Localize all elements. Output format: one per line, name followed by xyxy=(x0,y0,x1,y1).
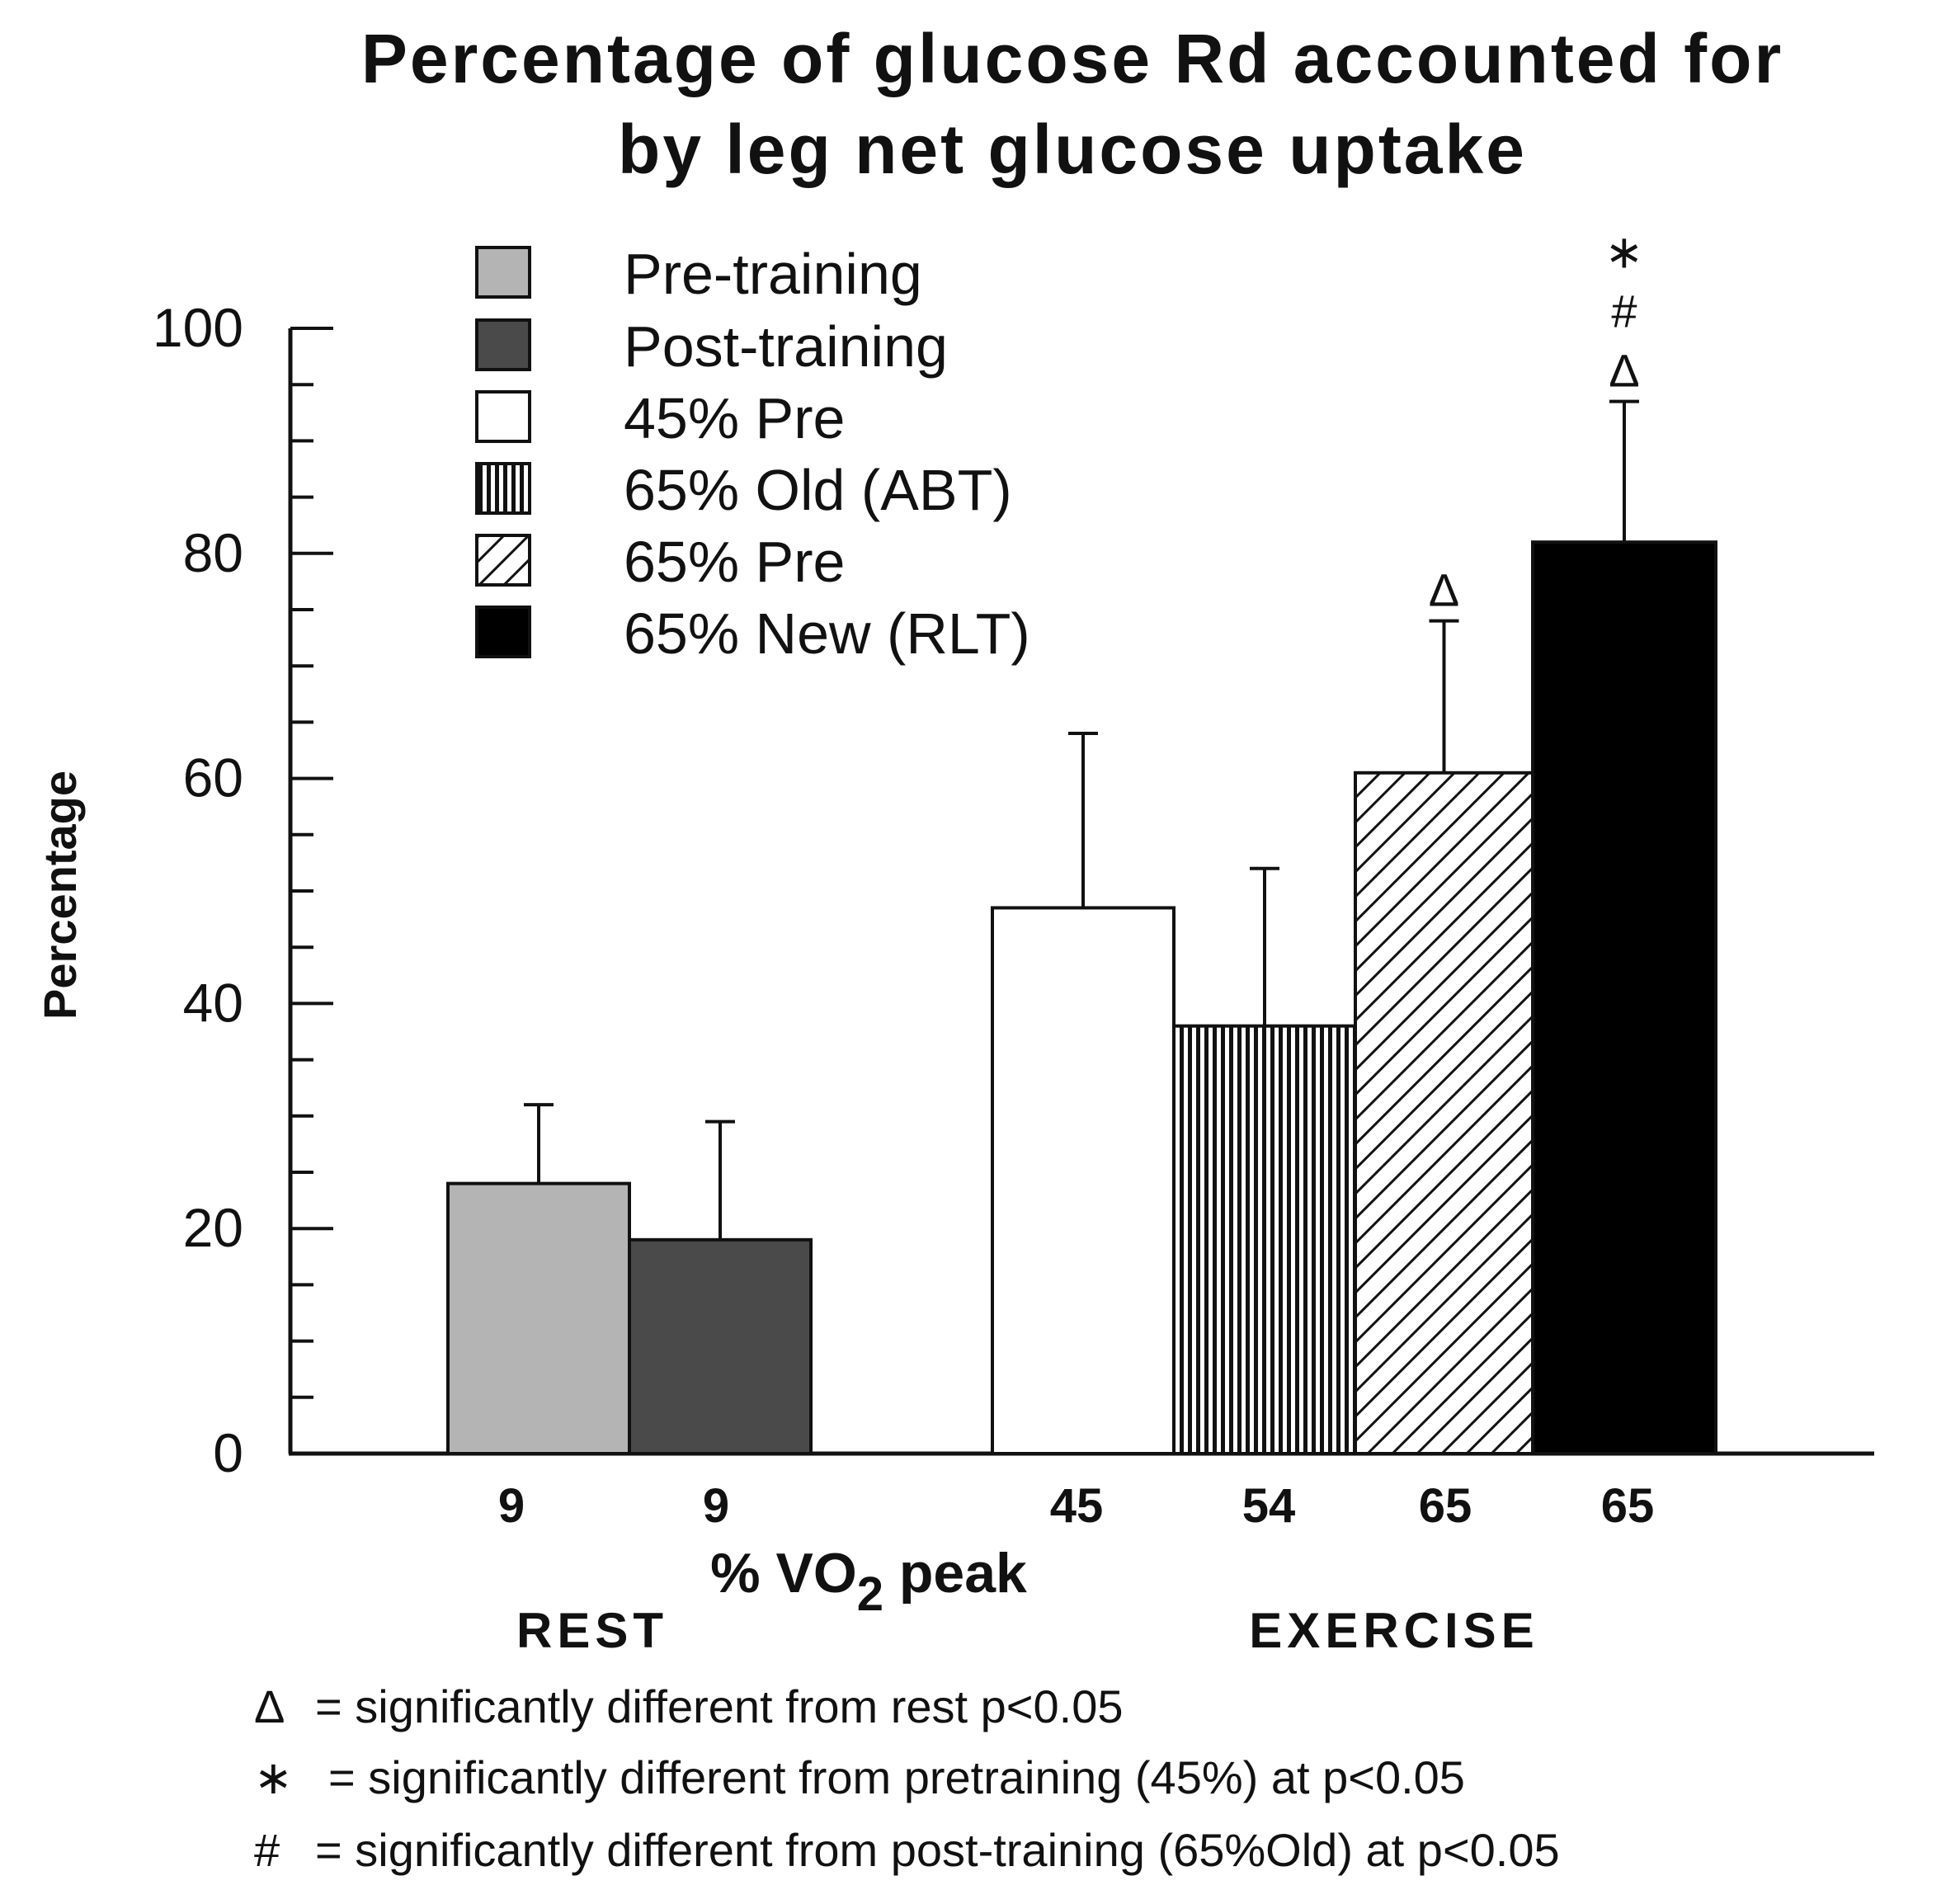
significance-marker: Δ xyxy=(1609,345,1639,397)
chart-title-line-1: Percentage of glucose Rd accounted for xyxy=(361,20,1783,97)
group-label-exercise: EXERCISE xyxy=(1249,1603,1538,1658)
legend-label: 65% Old (ABT) xyxy=(624,458,1012,522)
x-axis-label-prefix: % VO xyxy=(710,1542,857,1605)
x-axis-label: % VO2 peak xyxy=(710,1542,1027,1621)
legend-label: 45% Pre xyxy=(624,386,845,450)
footnote-text-2: = significantly different from pretraini… xyxy=(328,1751,1465,1803)
x-tick-labels: 9 9 45 54 65 65 xyxy=(498,1479,1654,1533)
footnote-text-3: = significantly different from post-trai… xyxy=(315,1824,1560,1876)
x-tick-label: 9 xyxy=(498,1479,525,1533)
x-axis-label-suffix: peak xyxy=(883,1542,1027,1605)
y-ticks: 0 20 40 60 80 100 xyxy=(153,297,333,1483)
bar xyxy=(991,906,1176,1455)
legend-swatch xyxy=(475,606,531,658)
legend-swatch xyxy=(475,534,531,587)
bar xyxy=(1354,771,1534,1455)
y-tick-label: 60 xyxy=(183,747,243,808)
significance-marker: Δ xyxy=(1429,564,1459,616)
group-label-rest: REST xyxy=(516,1603,668,1658)
y-axis-label: Percentage xyxy=(34,771,86,1020)
y-tick-label: 100 xyxy=(153,297,243,358)
x-axis-label-subscript: 2 xyxy=(857,1567,883,1621)
legend-swatch xyxy=(475,462,531,515)
legend: Pre-training Post-training 45% Pre 65% Old … xyxy=(475,242,1030,666)
legend-label: Post-training xyxy=(624,314,948,379)
footnote-symbol-2: ∗ xyxy=(254,1751,293,1803)
x-tick-label: 9 xyxy=(703,1479,729,1533)
footnote-symbol-1: Δ xyxy=(254,1680,285,1732)
significance-marker: ∗ xyxy=(1605,226,1644,278)
bar xyxy=(1531,540,1717,1455)
footnote-text-1: = significantly different from rest p<0.… xyxy=(315,1680,1123,1732)
y-tick-label: 80 xyxy=(183,522,243,583)
bar xyxy=(628,1237,813,1455)
x-tick-label: 65 xyxy=(1419,1479,1472,1533)
bars: Δ Δ # ∗ xyxy=(446,226,1717,1456)
bar xyxy=(1172,1024,1357,1456)
legend-swatch xyxy=(475,390,531,443)
legend-label: 65% Pre xyxy=(624,530,845,594)
bar xyxy=(446,1181,631,1455)
x-tick-label: 65 xyxy=(1601,1479,1655,1533)
y-tick-label: 40 xyxy=(183,972,243,1033)
significance-marker: # xyxy=(1611,285,1637,337)
x-tick-label: 45 xyxy=(1050,1479,1104,1533)
legend-label: Pre-training xyxy=(624,242,922,306)
legend-label: 65% New (RLT) xyxy=(624,601,1030,666)
x-tick-label: 54 xyxy=(1242,1479,1296,1533)
legend-swatch xyxy=(475,318,531,371)
chart-title-line-2: by leg net glucose uptake xyxy=(618,111,1527,188)
y-tick-label: 20 xyxy=(183,1197,243,1258)
legend-swatch xyxy=(475,246,531,299)
footnote-symbol-3: # xyxy=(254,1824,280,1876)
y-tick-label: 0 xyxy=(213,1422,243,1483)
